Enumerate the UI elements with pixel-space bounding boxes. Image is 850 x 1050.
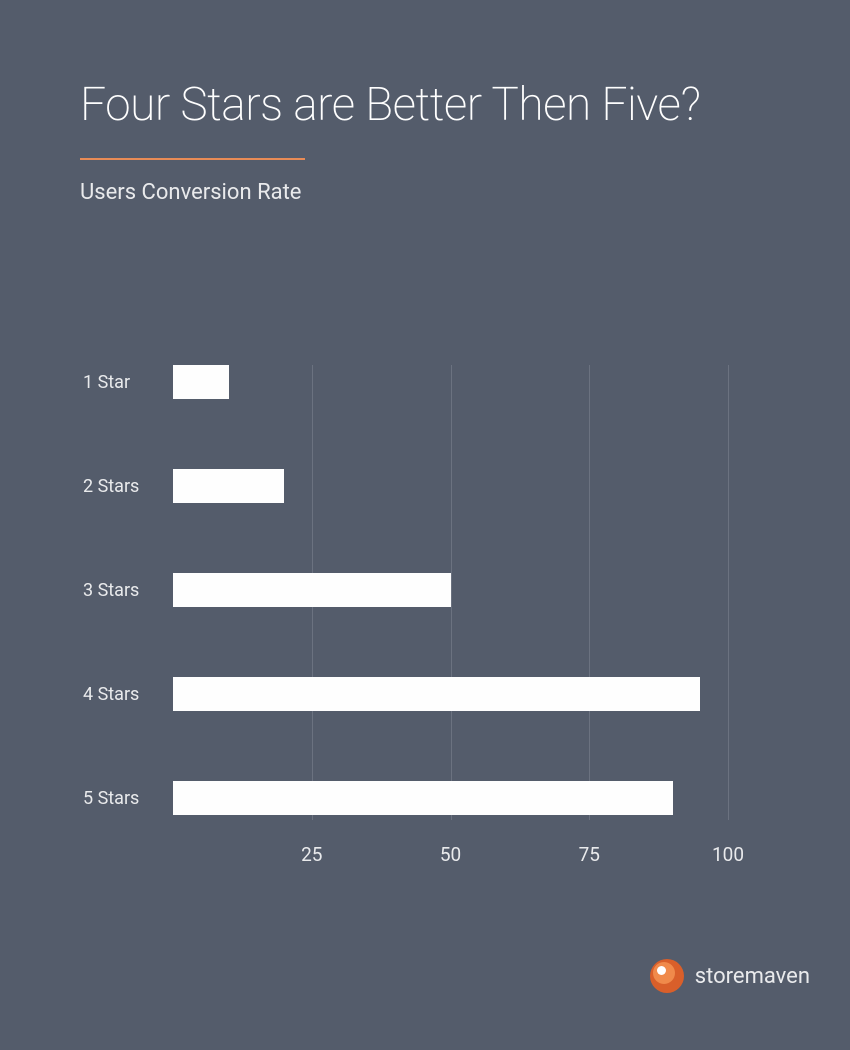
- x-axis-tick: 25: [301, 843, 322, 866]
- bar-row: 4 Stars: [83, 677, 728, 711]
- bar-label: 4 Stars: [83, 684, 173, 705]
- chart-gridline: [728, 365, 729, 820]
- bar-row: 1 Star: [83, 365, 728, 399]
- bar: [173, 781, 673, 815]
- bar-track: [173, 365, 728, 399]
- bar-chart: 1 Star2 Stars3 Stars4 Stars5 Stars255075…: [83, 365, 728, 820]
- chart-title: Four Stars are Better Then Five?: [80, 78, 700, 132]
- bar-label: 2 Stars: [83, 476, 173, 497]
- bar: [173, 573, 451, 607]
- title-underline: [80, 158, 305, 160]
- x-axis-tick: 100: [712, 843, 744, 866]
- bar-label: 3 Stars: [83, 580, 173, 601]
- x-axis-tick: 75: [579, 843, 600, 866]
- brand-logo-icon: [649, 958, 685, 994]
- chart-canvas: Four Stars are Better Then Five? Users C…: [0, 0, 850, 1050]
- brand-text: storemaven: [695, 964, 810, 989]
- bar-track: [173, 469, 728, 503]
- bar-track: [173, 781, 728, 815]
- chart-subtitle: Users Conversion Rate: [80, 180, 301, 205]
- bar-track: [173, 677, 728, 711]
- bar-row: 2 Stars: [83, 469, 728, 503]
- bar-track: [173, 573, 728, 607]
- bar: [173, 365, 229, 399]
- bar-label: 1 Star: [83, 372, 173, 393]
- bar-label: 5 Stars: [83, 788, 173, 809]
- bar-row: 5 Stars: [83, 781, 728, 815]
- bar-row: 3 Stars: [83, 573, 728, 607]
- x-axis-tick: 50: [440, 843, 461, 866]
- brand-block: storemaven: [649, 958, 810, 994]
- bar: [173, 677, 700, 711]
- bar: [173, 469, 284, 503]
